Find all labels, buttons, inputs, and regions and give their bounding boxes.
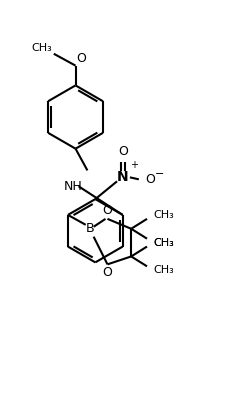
Text: O: O [103,204,112,217]
Text: CH₃: CH₃ [153,238,174,248]
Text: −: − [155,169,164,179]
Text: O: O [103,266,112,279]
Text: O: O [146,173,156,186]
Text: CH₃: CH₃ [153,265,174,275]
Text: B: B [85,222,94,235]
Text: CH₃: CH₃ [31,43,52,53]
Text: CH₃: CH₃ [153,238,174,248]
Text: CH₃: CH₃ [153,210,174,220]
Text: O: O [118,145,128,158]
Text: O: O [77,52,86,64]
Text: +: + [130,161,138,171]
Text: N: N [117,170,129,184]
Text: NH: NH [64,180,83,193]
